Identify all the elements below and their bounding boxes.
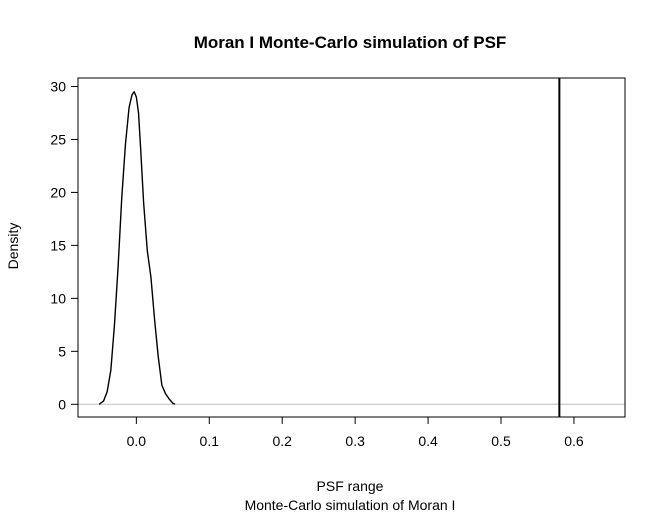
x-tick-label: 0.6 xyxy=(564,433,584,449)
y-axis-label: Density xyxy=(5,223,21,270)
x-tick-label: 0.3 xyxy=(345,433,365,449)
x-tick-label: 0.4 xyxy=(418,433,438,449)
x-tick-label: 0.2 xyxy=(272,433,292,449)
x-tick-label: 0.1 xyxy=(200,433,220,449)
y-tick-label: 0 xyxy=(58,396,66,412)
y-tick-label: 5 xyxy=(58,343,66,359)
x-axis: 0.0 0.1 0.2 0.3 0.4 0.5 0.6 xyxy=(127,416,584,449)
y-tick-label: 20 xyxy=(50,184,66,200)
y-tick-label: 25 xyxy=(50,131,66,147)
chart-title: Moran I Monte-Carlo simulation of PSF xyxy=(194,33,507,52)
x-axis-sublabel: Monte-Carlo simulation of Moran I xyxy=(245,497,456,513)
y-tick-label: 15 xyxy=(50,237,66,253)
x-tick-label: 0.0 xyxy=(127,433,147,449)
y-tick-label: 30 xyxy=(50,78,66,94)
x-tick-label: 0.5 xyxy=(491,433,511,449)
density-curve xyxy=(98,91,176,405)
y-tick-label: 10 xyxy=(50,290,66,306)
x-axis-label: PSF range xyxy=(317,478,384,494)
y-axis: 0 5 10 15 20 25 30 xyxy=(50,78,79,412)
